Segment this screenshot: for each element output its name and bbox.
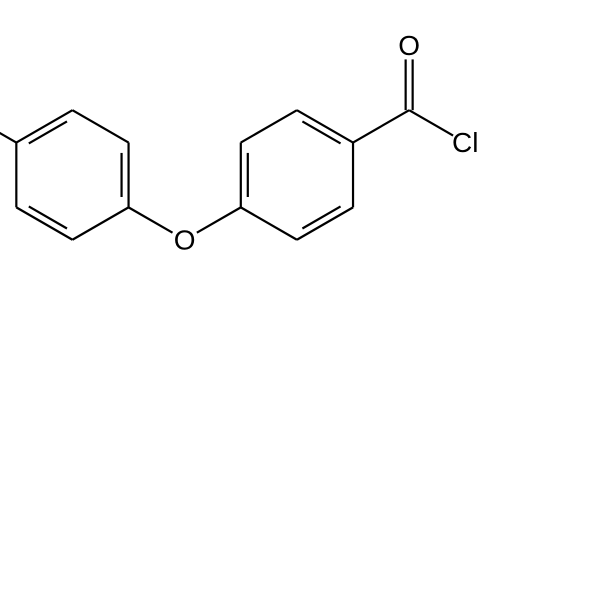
bond	[16, 110, 72, 142]
bond	[129, 207, 173, 232]
atom-label-o: O	[398, 30, 420, 61]
bond	[0, 110, 16, 142]
bond	[409, 110, 453, 135]
bond	[353, 110, 409, 142]
bond	[72, 110, 128, 142]
atom-label-o: O	[174, 224, 196, 255]
molecule-diagram: OOClOCl	[0, 0, 600, 600]
bond	[72, 207, 128, 239]
atom-label-cl: Cl	[452, 127, 478, 158]
bond	[241, 207, 297, 239]
bond	[16, 207, 72, 239]
bond	[297, 207, 353, 239]
bond	[197, 207, 241, 232]
bond	[241, 110, 297, 142]
bond	[297, 110, 353, 142]
